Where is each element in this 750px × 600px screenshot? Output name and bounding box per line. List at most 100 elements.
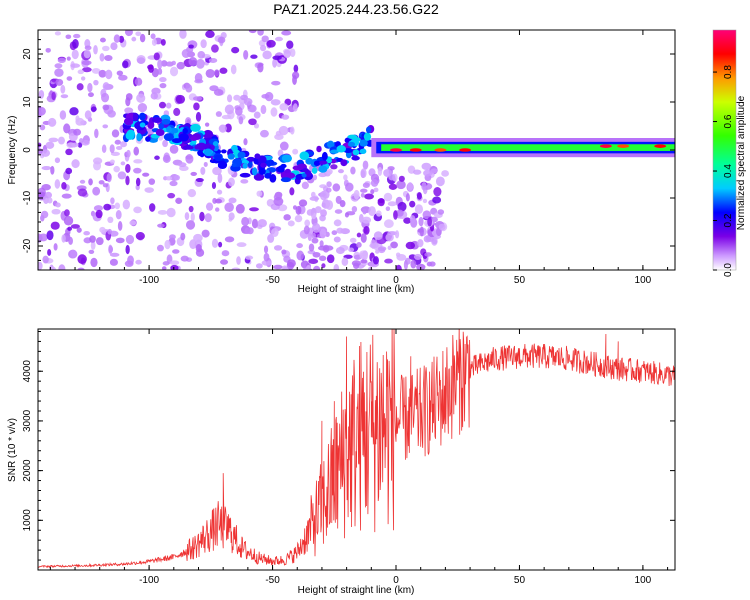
noise-blob	[433, 299, 438, 308]
noise-blob	[75, 115, 80, 123]
noise-blob	[134, 77, 143, 86]
noise-blob	[398, 175, 405, 182]
noise-blob	[175, 197, 183, 204]
noise-blob	[65, 148, 73, 156]
colorbar-tick-label: 0.2	[723, 213, 734, 227]
noise-blob	[99, 53, 105, 62]
noise-blob	[71, 49, 79, 60]
noise-blob	[171, 60, 176, 66]
noise-blob	[125, 93, 133, 101]
noise-blob	[109, 159, 115, 164]
noise-blob	[384, 258, 393, 264]
noise-blob	[196, 58, 205, 69]
ridge-blob	[311, 167, 318, 174]
noise-blob	[319, 270, 325, 274]
noise-blob	[39, 124, 46, 131]
ridge-blob	[336, 145, 346, 153]
noise-blob	[90, 106, 97, 112]
noise-blob	[113, 34, 121, 43]
noise-blob	[260, 104, 267, 115]
noise-blob	[370, 179, 379, 187]
ridge-blob	[125, 131, 135, 140]
noise-blob	[133, 146, 140, 156]
noise-blob	[180, 232, 186, 241]
noise-blob	[373, 231, 383, 241]
snr-frame	[37, 328, 676, 571]
noise-blob	[64, 209, 70, 217]
y-tick-label: 20	[22, 48, 33, 60]
snr-x-axis-label: Height of straight line (km)	[298, 585, 415, 596]
noise-blob	[311, 237, 319, 244]
noise-blob	[55, 202, 61, 208]
noise-blob	[170, 264, 179, 270]
noise-blob	[83, 231, 90, 236]
noise-blob	[102, 82, 110, 91]
noise-blob	[231, 46, 240, 54]
noise-blob	[341, 257, 349, 267]
ridge-blob	[326, 140, 335, 149]
noise-blob	[334, 304, 340, 311]
noise-blob	[260, 44, 267, 52]
noise-blob	[77, 267, 85, 270]
noise-blob	[403, 217, 412, 224]
ridge-blob	[145, 136, 151, 142]
snr-plot-area	[38, 329, 675, 569]
noise-blob	[38, 261, 43, 270]
noise-blob	[321, 263, 326, 269]
noise-blob	[409, 215, 416, 224]
noise-blob	[320, 190, 327, 201]
ridge-blob	[359, 148, 367, 154]
noise-blob	[95, 209, 103, 219]
noise-blob	[226, 94, 233, 103]
noise-blob	[337, 169, 344, 174]
noise-blob	[235, 203, 245, 214]
noise-blob	[238, 116, 244, 125]
noise-blob	[292, 74, 297, 85]
noise-blob	[303, 225, 310, 235]
noise-blob	[115, 237, 125, 244]
noise-blob	[187, 188, 197, 198]
noise-blob	[41, 166, 52, 171]
noise-blob	[51, 208, 61, 215]
noise-blob	[330, 298, 335, 307]
noise-blob	[110, 197, 115, 205]
ridge-blob	[136, 133, 142, 142]
noise-blob	[205, 30, 215, 39]
noise-blob	[405, 193, 410, 202]
noise-blob	[71, 159, 80, 169]
noise-blob	[293, 64, 299, 73]
noise-blob	[306, 265, 312, 270]
noise-blob	[79, 179, 86, 184]
noise-blob	[325, 200, 334, 210]
ridge-blob	[227, 153, 235, 160]
noise-blob	[417, 239, 424, 248]
noise-blob	[416, 263, 426, 270]
ridge-blob	[202, 129, 214, 139]
noise-blob	[103, 203, 112, 211]
noise-blob	[117, 221, 123, 231]
noise-blob	[111, 129, 120, 138]
noise-blob	[231, 267, 241, 270]
noise-blob	[297, 299, 304, 304]
noise-blob	[356, 232, 362, 238]
noise-blob	[135, 177, 141, 187]
noise-blob	[356, 241, 362, 248]
noise-blob	[53, 243, 58, 251]
noise-blob	[120, 141, 128, 148]
noise-blob	[126, 149, 131, 158]
noise-blob	[217, 173, 223, 184]
colorbar-tick-label: 0.8	[723, 65, 734, 79]
noise-blob	[54, 157, 61, 164]
noise-blob	[230, 64, 237, 75]
noise-blob	[283, 214, 291, 221]
noise-blob	[335, 246, 345, 255]
snr-series-line	[38, 329, 675, 569]
noise-blob	[272, 58, 277, 68]
noise-blob	[214, 198, 223, 204]
noise-blob	[124, 107, 134, 114]
noise-blob	[41, 184, 51, 191]
noise-blob	[271, 80, 281, 86]
noise-blob	[370, 189, 375, 195]
noise-blob	[221, 114, 232, 120]
